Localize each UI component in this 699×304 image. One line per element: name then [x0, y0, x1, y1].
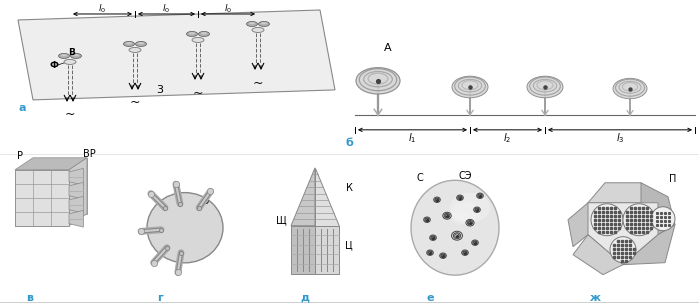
Text: 3: 3: [157, 85, 164, 95]
Polygon shape: [641, 183, 675, 235]
Ellipse shape: [452, 211, 468, 225]
Ellipse shape: [247, 22, 257, 26]
Polygon shape: [291, 226, 315, 274]
Ellipse shape: [199, 31, 210, 36]
Polygon shape: [69, 196, 83, 213]
Ellipse shape: [147, 193, 223, 263]
Polygon shape: [69, 158, 87, 226]
Text: Ц: Ц: [345, 241, 353, 251]
Text: б: б: [345, 138, 353, 148]
Text: ~: ~: [253, 76, 264, 89]
Ellipse shape: [249, 22, 255, 24]
Ellipse shape: [259, 22, 270, 26]
Text: $l_0$: $l_0$: [99, 3, 106, 15]
Polygon shape: [69, 182, 83, 199]
Ellipse shape: [451, 202, 479, 224]
Ellipse shape: [450, 193, 490, 223]
Ellipse shape: [201, 32, 207, 34]
Polygon shape: [69, 210, 83, 227]
Text: Щ: Щ: [275, 216, 287, 226]
Text: ~: ~: [193, 86, 203, 99]
Ellipse shape: [613, 78, 647, 99]
Text: СЭ: СЭ: [459, 171, 472, 181]
Text: $l_2$: $l_2$: [503, 131, 512, 145]
Polygon shape: [573, 235, 623, 275]
Text: г: г: [157, 293, 163, 302]
Polygon shape: [623, 225, 675, 265]
Polygon shape: [291, 168, 315, 226]
Text: д: д: [301, 293, 310, 302]
Ellipse shape: [411, 180, 499, 275]
Ellipse shape: [61, 54, 67, 56]
Text: $l_0$: $l_0$: [224, 3, 232, 15]
Ellipse shape: [189, 32, 195, 34]
Text: С: С: [417, 173, 424, 183]
Ellipse shape: [356, 67, 400, 94]
Circle shape: [623, 204, 655, 236]
Polygon shape: [18, 10, 335, 100]
Text: $l_1$: $l_1$: [408, 131, 417, 145]
Ellipse shape: [138, 42, 144, 44]
Ellipse shape: [129, 47, 141, 52]
Text: в: в: [27, 293, 34, 302]
Text: П: П: [670, 174, 677, 184]
Polygon shape: [15, 158, 87, 170]
Polygon shape: [588, 183, 658, 203]
Text: а: а: [18, 103, 26, 113]
Ellipse shape: [124, 41, 134, 47]
Circle shape: [591, 204, 623, 236]
Ellipse shape: [252, 27, 264, 33]
Circle shape: [651, 207, 675, 231]
Ellipse shape: [527, 76, 563, 98]
Text: ВР: ВР: [82, 149, 95, 159]
Ellipse shape: [187, 31, 198, 36]
Ellipse shape: [59, 54, 69, 58]
Text: Ф: Ф: [50, 61, 59, 71]
Ellipse shape: [64, 59, 76, 64]
Ellipse shape: [261, 22, 267, 24]
Text: А: А: [384, 43, 392, 53]
Text: З: З: [203, 196, 209, 206]
Polygon shape: [69, 168, 83, 185]
Ellipse shape: [73, 54, 79, 56]
Text: Р: Р: [17, 151, 23, 161]
Ellipse shape: [192, 37, 204, 43]
Text: $l_3$: $l_3$: [616, 131, 624, 145]
Ellipse shape: [71, 54, 82, 58]
Polygon shape: [315, 226, 339, 274]
Polygon shape: [568, 203, 605, 247]
Ellipse shape: [452, 76, 488, 98]
Polygon shape: [315, 168, 339, 226]
Text: ~: ~: [130, 96, 140, 109]
Text: е: е: [426, 293, 434, 302]
Circle shape: [610, 237, 636, 263]
Ellipse shape: [126, 42, 132, 44]
Text: В: В: [69, 48, 75, 57]
Ellipse shape: [136, 41, 147, 47]
Text: $l_0$: $l_0$: [162, 3, 171, 15]
Text: К: К: [345, 183, 352, 193]
Text: ж: ж: [589, 293, 600, 302]
Polygon shape: [15, 170, 69, 226]
Polygon shape: [33, 158, 87, 214]
Polygon shape: [588, 203, 658, 265]
Text: ~: ~: [65, 108, 75, 121]
